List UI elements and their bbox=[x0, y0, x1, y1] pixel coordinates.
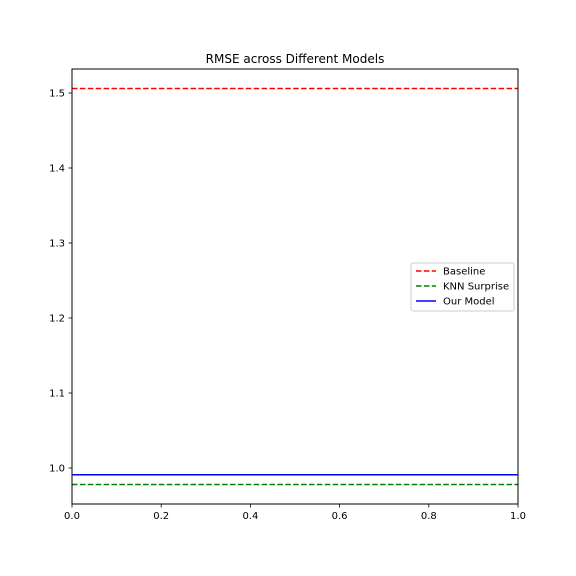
legend-box bbox=[410, 262, 515, 312]
legend: Baseline KNN Surprise Our Model bbox=[410, 262, 515, 312]
chart-title: RMSE across Different Models bbox=[206, 52, 385, 66]
legend-label: KNN Surprise bbox=[443, 282, 509, 293]
x-tick-label: 0.6 bbox=[332, 511, 348, 522]
series-layer bbox=[72, 87, 518, 486]
x-tick-label: 1.0 bbox=[510, 511, 526, 522]
plot-frame bbox=[71, 68, 519, 505]
x-tick-label: 0.8 bbox=[421, 511, 437, 522]
x-tick-label: 0.2 bbox=[153, 511, 169, 522]
y-tick-label: 1.3 bbox=[49, 239, 65, 250]
y-tick-label: 1.0 bbox=[49, 464, 65, 475]
y-tick-label: 1.1 bbox=[49, 389, 65, 400]
y-tick-label: 1.2 bbox=[49, 314, 65, 325]
y-tick-label: 1.5 bbox=[49, 89, 65, 100]
x-tick-label: 0.0 bbox=[64, 511, 80, 522]
x-axis: 0.0 0.2 0.4 0.6 0.8 1.0 bbox=[64, 504, 526, 522]
x-tick-label: 0.4 bbox=[242, 511, 258, 522]
legend-label: Our Model bbox=[443, 297, 495, 308]
legend-label: Baseline bbox=[443, 267, 485, 278]
y-axis: 1.0 1.1 1.2 1.3 1.4 1.5 bbox=[49, 89, 72, 475]
y-tick-label: 1.4 bbox=[49, 164, 65, 175]
